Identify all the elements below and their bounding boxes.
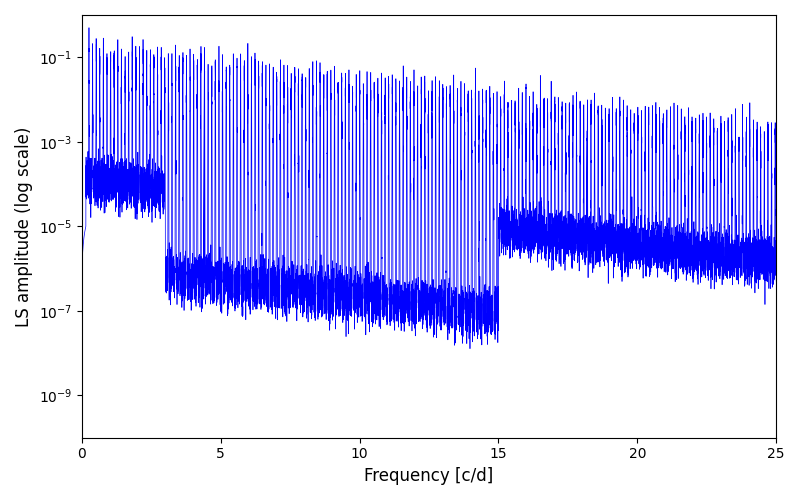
X-axis label: Frequency [c/d]: Frequency [c/d] xyxy=(364,467,494,485)
Y-axis label: LS amplitude (log scale): LS amplitude (log scale) xyxy=(15,126,33,326)
